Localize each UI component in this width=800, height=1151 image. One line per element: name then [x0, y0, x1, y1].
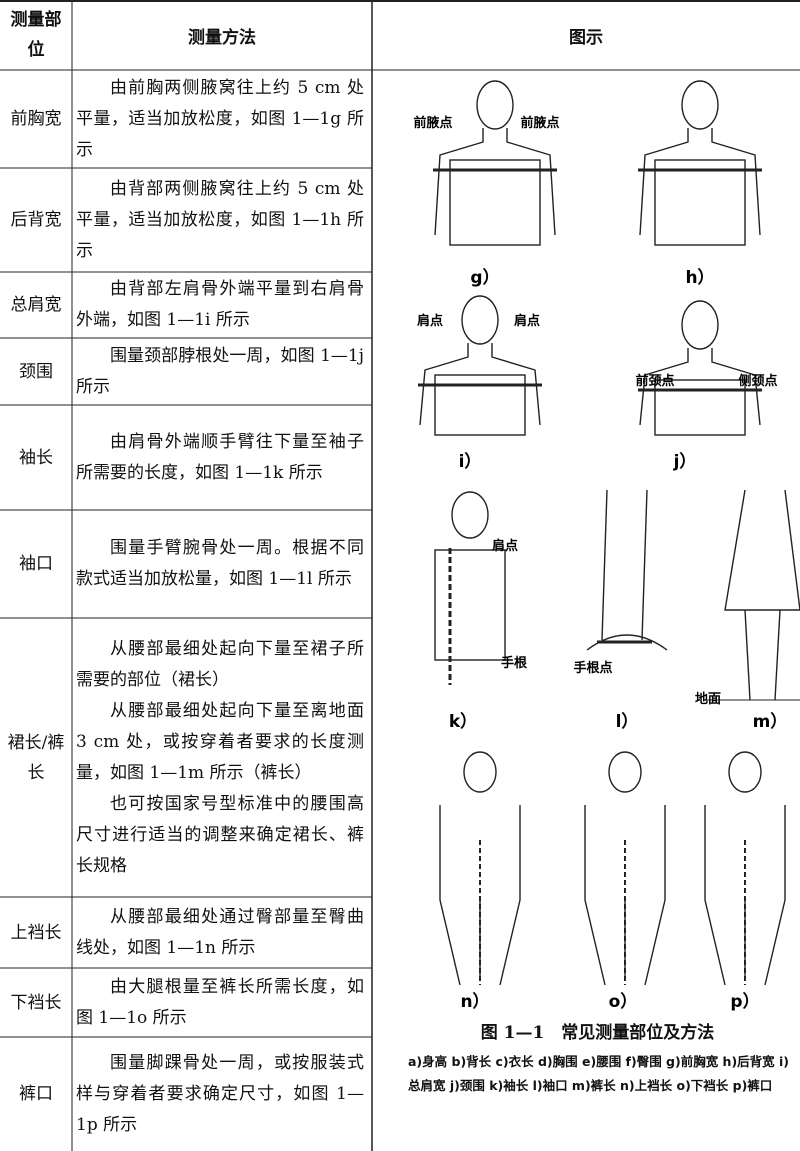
method-paragraph: 从腰部最细处起向下量至离地面 3 cm 处，或按穿着者要求的长度测量，如图 1—…: [76, 700, 364, 783]
row-method: 由前胸两侧腋窝往上约 5 cm 处平量，适当加放松度，如图 1—1g 所示: [72, 70, 372, 168]
figure-label: l）: [616, 711, 639, 732]
garment: [654, 159, 746, 246]
header-figure: 图示: [569, 27, 603, 48]
figure-label: g）: [470, 267, 499, 288]
row-method: 由背部左肩骨外端平量到右肩骨外端，如图 1—1i 所示: [72, 272, 372, 338]
method-paragraph: 由背部两侧腋窝往上约 5 cm 处平量，适当加放松度，如图 1—1h 所示: [76, 178, 364, 261]
body: [434, 128, 556, 236]
figure-label: m）: [753, 711, 788, 732]
figure-label: k）: [449, 711, 477, 732]
row-method: 围量颈部脖根处一周，如图 1—1j 所示: [72, 338, 372, 405]
skirt: [724, 489, 800, 701]
row-part: 后背宽: [10, 210, 62, 230]
row-method: 围量手臂腕骨处一周。根据不同款式适当加放松量，如图 1—1l 所示: [72, 510, 372, 618]
garment: [654, 379, 746, 436]
method-paragraph: 围量脚踝骨处一周，或按服装式样与穿着者要求确定尺寸，如图 1—1p 所示: [76, 1052, 364, 1135]
head: [681, 300, 719, 350]
body: [584, 805, 666, 986]
header-part: 测量部位: [10, 10, 62, 60]
header-method: 测量方法: [188, 27, 256, 48]
body: [439, 805, 521, 986]
row-method: 从腰部最细处通过臀部量至臀曲线处，如图 1—1n 所示: [72, 897, 372, 968]
figure-label: o）: [609, 991, 638, 1012]
figure-note: 前腋点: [413, 115, 452, 131]
head: [451, 491, 489, 539]
method-paragraph: 由肩骨外端顺手臂往下量至袖子所需要的长度，如图 1—1k 所示: [76, 431, 364, 483]
row-method: 由背部两侧腋窝往上约 5 cm 处平量，适当加放松度，如图 1—1h 所示: [72, 168, 372, 272]
method-paragraph: 由大腿根量至裤长所需长度，如图 1—1o 所示: [76, 976, 364, 1028]
method-paragraph: 由背部左肩骨外端平量到右肩骨外端，如图 1—1i 所示: [76, 279, 364, 330]
body: [639, 128, 761, 236]
body: [704, 805, 786, 986]
row-part: 颈围: [19, 361, 53, 382]
row-part: 上裆长: [10, 922, 62, 943]
row-method: 围量脚踝骨处一周，或按服装式样与穿着者要求确定尺寸，如图 1—1p 所示: [72, 1037, 372, 1151]
figure-note: 前颈点: [635, 373, 674, 389]
body: [419, 343, 541, 426]
figure-note: 前腋点: [520, 115, 559, 131]
figure-label: n）: [460, 991, 489, 1012]
row-part: 前胸宽: [10, 109, 62, 129]
torso: [434, 549, 506, 661]
garment: [449, 159, 541, 246]
figure-note: 手根: [501, 655, 528, 671]
row-method: 由肩骨外端顺手臂往下量至袖子所需要的长度，如图 1—1k 所示: [72, 405, 372, 510]
figure-note: 肩点: [514, 313, 540, 329]
method-paragraph: 围量手臂腕骨处一周。根据不同款式适当加放松量，如图 1—1l 所示: [76, 538, 364, 589]
garment: [434, 374, 526, 436]
figure-label: j）: [673, 451, 697, 472]
head: [681, 80, 719, 130]
body: [639, 348, 761, 426]
figure-label: i）: [459, 451, 482, 472]
row-part: 裤口: [19, 1084, 53, 1104]
caption-legend: a)身高 b)背长 c)衣长 d)胸围 e)腰围 f)臀围 g)前胸宽 h)后背…: [408, 1054, 790, 1093]
row-method: 从腰部最细处起向下量至裙子所需要的部位（裙长） 从腰部最细处起向下量至离地面 3 …: [72, 618, 372, 897]
method-paragraph: 从腰部最细处通过臀部量至臀曲线处，如图 1—1n 所示: [76, 906, 364, 958]
head: [463, 751, 497, 793]
row-part: 袖口: [19, 554, 53, 574]
method-paragraph: 也可按国家号型标准中的腰围高尺寸进行适当的调整来确定裙长、裤长规格: [76, 793, 364, 876]
figure-note: 侧颈点: [738, 373, 777, 389]
figure-label: p）: [730, 991, 759, 1012]
figure-label: h）: [685, 267, 714, 288]
method-paragraph: 从腰部最细处起向下量至裙子所需要的部位（裙长）: [76, 638, 364, 690]
row-part: 袖长: [19, 447, 53, 468]
head: [476, 80, 514, 130]
head: [728, 751, 762, 793]
row-part: 总肩宽: [10, 295, 62, 315]
row-method: 由大腿根量至裤长所需长度，如图 1—1o 所示: [72, 968, 372, 1037]
figure-note: 手根点: [573, 660, 612, 676]
caption-title: 图 1—1 常见测量部位及方法: [480, 1023, 715, 1043]
row-part: 裙长/裤长: [7, 732, 65, 783]
figure-note: 肩点: [417, 313, 443, 329]
head: [608, 751, 642, 793]
arm: [586, 489, 668, 651]
head: [461, 295, 499, 345]
method-paragraph: 围量颈部脖根处一周，如图 1—1j 所示: [76, 345, 364, 397]
figure-note: 地面: [695, 691, 721, 707]
row-part: 下裆长: [10, 992, 62, 1013]
method-paragraph: 由前胸两侧腋窝往上约 5 cm 处平量，适当加放松度，如图 1—1g 所示: [76, 77, 364, 160]
figure-note: 肩点: [492, 538, 518, 554]
